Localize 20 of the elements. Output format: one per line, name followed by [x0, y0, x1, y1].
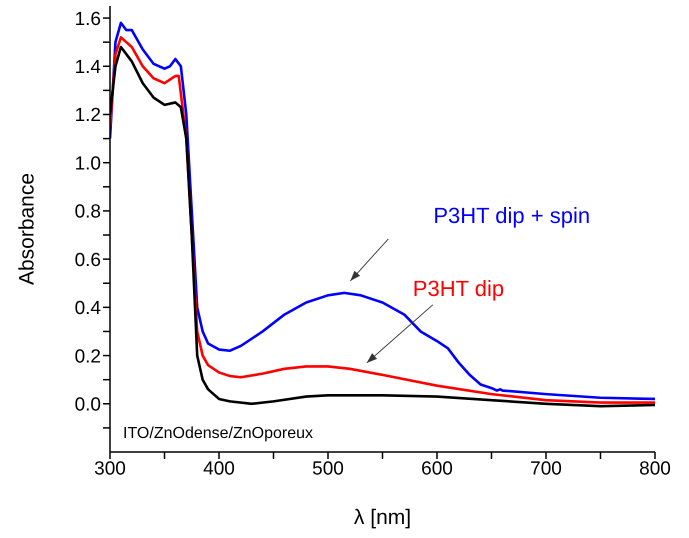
- x-axis-title: λ [nm]: [354, 506, 412, 529]
- y-tick-label: 1.6: [74, 8, 101, 30]
- y-tick-label: 0.8: [74, 202, 101, 223]
- y-tick-label: 0.6: [74, 250, 101, 271]
- y-tick-label: 1.4: [74, 57, 102, 78]
- y-axis-title: Absorbance: [15, 172, 38, 286]
- y-tick-label: 0.0: [74, 394, 101, 416]
- x-tick-label: 600: [421, 458, 453, 480]
- y-tick-label: 0.4: [74, 298, 102, 320]
- text: P3HT dip: [412, 276, 504, 301]
- x-tick-label: 700: [530, 458, 562, 480]
- x-tick-label: 400: [203, 458, 235, 480]
- text: P3HT dip + spin: [433, 202, 590, 228]
- x-tick-label: 800: [639, 458, 671, 480]
- y-tick-label: 0.2: [74, 346, 101, 368]
- x-tick-label: 300: [94, 458, 126, 480]
- y-tick-label: 1.2: [74, 105, 101, 126]
- annotation: ITO/ZnOdense/ZnOporeux: [123, 425, 314, 442]
- y-tick-label: 1.0: [74, 153, 101, 174]
- x-tick-label: 500: [312, 458, 344, 480]
